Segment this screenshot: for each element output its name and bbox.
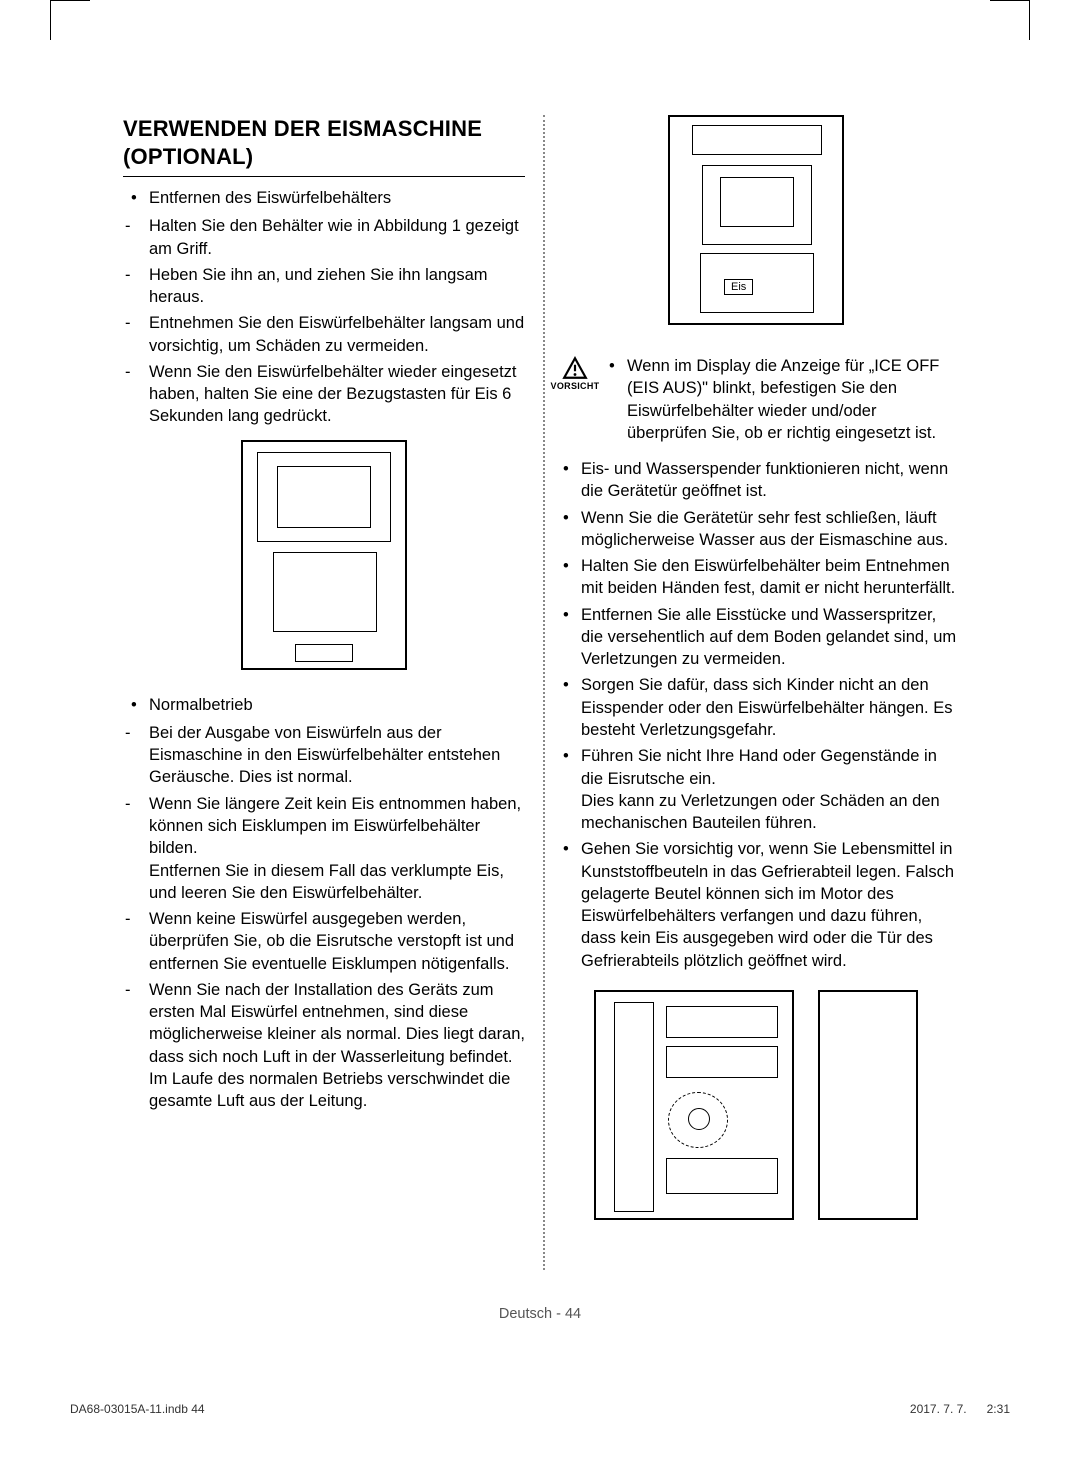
bullet-item: Entfernen des Eiswürfelbehälters: [123, 187, 525, 209]
left-column: VERWENDEN DER EISMASCHINE (OPTIONAL) Ent…: [123, 115, 525, 1220]
bullet-item: Wenn Sie die Gerätetür sehr fest schließ…: [555, 507, 957, 552]
figure-freezer-compartment: [555, 990, 957, 1220]
figure-illustration-right: [818, 990, 918, 1220]
dash-item: Bei der Ausgabe von Eiswürfeln aus der E…: [123, 722, 525, 789]
bullet-item: Sorgen Sie dafür, dass sich Kinder nicht…: [555, 674, 957, 741]
caution-bullets: Eis- und Wasserspender funktionieren nic…: [555, 458, 957, 972]
right-column: Eis VORSICHT Wenn im Display die Anzeige…: [555, 115, 957, 1220]
bullet-item: Wenn im Display die Anzeige für „ICE OFF…: [601, 355, 957, 444]
bullet-list-1: Entfernen des Eiswürfelbehälters: [123, 187, 525, 209]
dash-item: Wenn Sie nach der Installation des Gerät…: [123, 979, 525, 1113]
print-file-name: DA68-03015A-11.indb 44: [70, 1402, 205, 1416]
bullet-item: Halten Sie den Eiswürfelbehälter beim En…: [555, 555, 957, 600]
figure-illustration-left: [594, 990, 794, 1220]
column-divider: [543, 115, 545, 1270]
bullet-list-2: Normalbetrieb: [123, 694, 525, 716]
caution-first-bullet: Wenn im Display die Anzeige für „ICE OFF…: [601, 355, 957, 448]
dash-item: Heben Sie ihn an, und ziehen Sie ihn lan…: [123, 264, 525, 309]
bullet-item: Entfernen Sie alle Eisstücke und Wassers…: [555, 604, 957, 671]
print-timestamp: 2017. 7. 7. 2:31: [910, 1402, 1010, 1416]
bullet-item: Führen Sie nicht Ihre Hand oder Gegenstä…: [555, 745, 957, 834]
page-content: VERWENDEN DER EISMASCHINE (OPTIONAL) Ent…: [123, 115, 957, 1220]
bullet-item: Eis- und Wasserspender funktionieren nic…: [555, 458, 957, 503]
figure-ice-dispenser: Eis: [555, 115, 957, 325]
figure-illustration: [241, 440, 407, 670]
page-footer: Deutsch - 44: [0, 1306, 1080, 1322]
dash-list-1: Halten Sie den Behälter wie in Abbildung…: [123, 215, 525, 427]
dash-item: Halten Sie den Behälter wie in Abbildung…: [123, 215, 525, 260]
section-heading: VERWENDEN DER EISMASCHINE (OPTIONAL): [123, 115, 525, 170]
dash-item: Wenn Sie den Eiswürfelbehälter wieder ei…: [123, 361, 525, 428]
heading-rule: [123, 176, 525, 177]
bullet-item: Normalbetrieb: [123, 694, 525, 716]
figure-illustration: Eis: [668, 115, 844, 325]
figure-label: Eis: [724, 279, 753, 295]
print-meta-row: DA68-03015A-11.indb 44 2017. 7. 7. 2:31: [70, 1402, 1010, 1416]
figure-ice-bucket-removal: [123, 440, 525, 670]
dash-item: Entnehmen Sie den Eiswürfelbehälter lang…: [123, 312, 525, 357]
dash-item: Wenn keine Eiswürfel ausgegeben werden, …: [123, 908, 525, 975]
caution-label: VORSICHT: [551, 381, 600, 391]
dash-item: Wenn Sie längere Zeit kein Eis entnommen…: [123, 793, 525, 904]
caution-block: VORSICHT Wenn im Display die Anzeige für…: [555, 355, 957, 454]
caution-icon: VORSICHT: [555, 355, 595, 454]
dash-list-2: Bei der Ausgabe von Eiswürfeln aus der E…: [123, 722, 525, 1113]
bullet-item: Gehen Sie vorsichtig vor, wenn Sie Leben…: [555, 838, 957, 972]
